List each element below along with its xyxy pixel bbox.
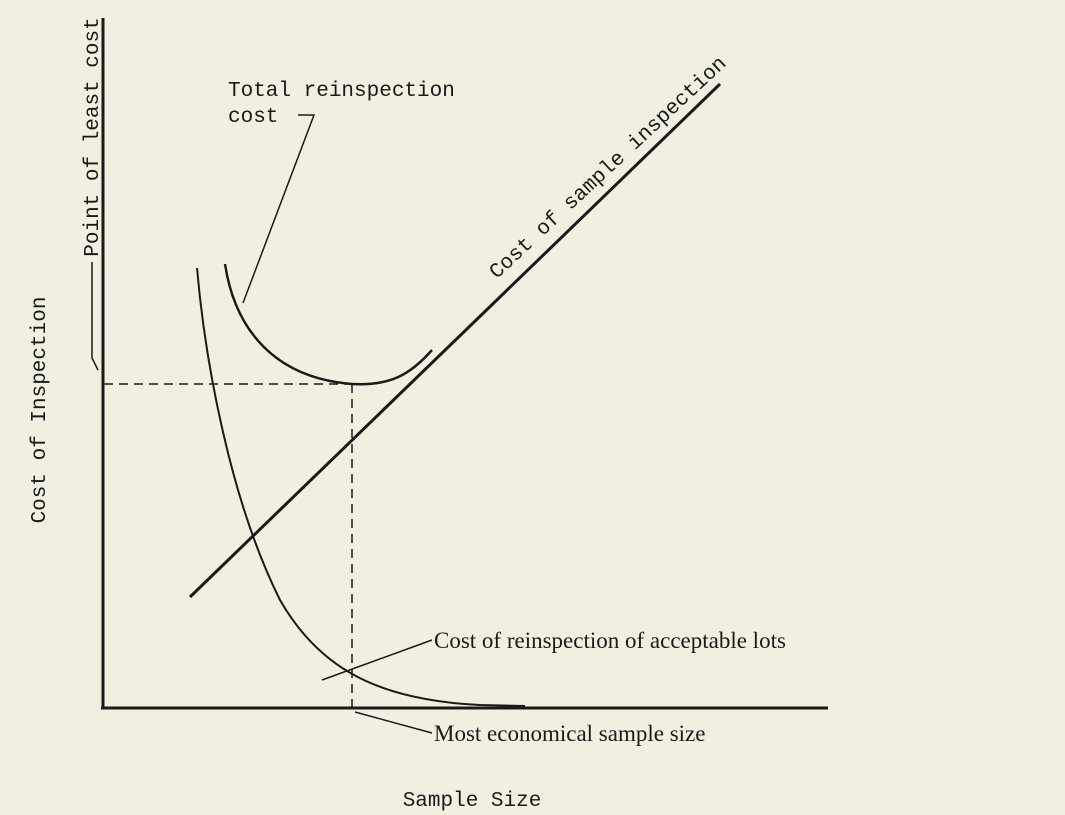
total-cost-leader: [242, 114, 316, 304]
annotation: cost: [228, 106, 278, 129]
annotation: Cost of reinspection of acceptable lots: [434, 628, 786, 653]
sample-inspection-line: [188, 82, 722, 599]
reinspection-curve: [196, 267, 526, 707]
x-axis-label: Sample Size: [403, 790, 542, 813]
annotation: Most economical sample size: [434, 721, 705, 746]
y-axis-label: Cost of Inspection: [29, 297, 52, 524]
annotation: Point of least cost: [82, 17, 105, 256]
economical-leader: [354, 711, 433, 734]
reinspection-leader: [321, 639, 433, 681]
annotation: Total reinspection: [228, 80, 455, 103]
total-cost-curve: [223, 263, 433, 386]
least-cost-leader: [91, 262, 99, 371]
